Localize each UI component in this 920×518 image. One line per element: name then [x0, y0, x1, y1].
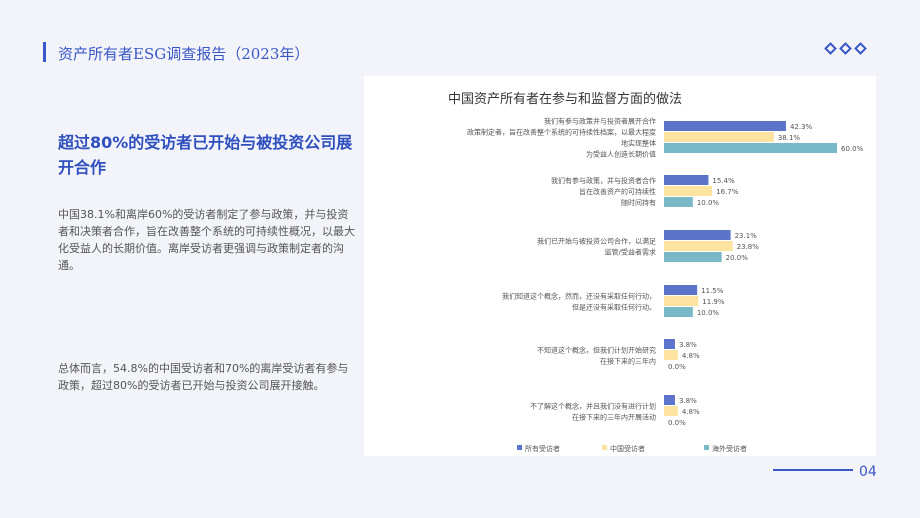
bar	[664, 186, 713, 196]
bar	[664, 252, 722, 262]
bar	[664, 132, 774, 142]
bar	[664, 241, 733, 251]
legend-swatch	[517, 445, 522, 450]
category-label: 我们有参与政策并与投资者展开合作	[544, 117, 656, 126]
legend-swatch	[704, 445, 709, 450]
bar	[664, 175, 709, 185]
category-label: 旨在改善资产的可持续性	[579, 187, 656, 196]
category-label: 为受益人创造长期价值	[586, 150, 656, 159]
footer-line	[773, 469, 853, 471]
category-label: 不知道这个概念，但我们计划开始研究	[537, 346, 656, 355]
legend-label: 海外受访者	[712, 444, 747, 453]
chart-title: 中国资产所有者在参与和监督方面的做法	[448, 91, 682, 107]
body-paragraph-1: 中国38.1%和离岸60%的受访者制定了参与政策，并与投资者和决策者合作，旨在改…	[58, 208, 355, 272]
bar	[664, 307, 693, 317]
category-label: 但是还没有采取任何行动。	[572, 303, 656, 312]
diamond-icon	[839, 42, 852, 55]
diamond-icon	[854, 42, 867, 55]
bar	[664, 406, 678, 416]
data-label: 23.1%	[735, 232, 758, 240]
bar	[664, 395, 675, 405]
data-label: 38.1%	[778, 134, 801, 142]
data-label: 42.3%	[790, 123, 813, 131]
category-label: 我们有参与政策，并与投资者合作	[551, 176, 656, 185]
report-title: 资产所有者ESG调查报告（2023年）	[58, 45, 310, 63]
legend-label: 所有受访者	[525, 444, 560, 453]
legend-label: 中国受访者	[610, 444, 645, 453]
bar	[664, 285, 698, 295]
bar	[664, 230, 731, 240]
bar	[664, 197, 693, 207]
bar-chart: 中国资产所有者在参与和监督方面的做法我们有参与政策并与投资者展开合作政策制定者，…	[448, 91, 864, 453]
data-label: 10.0%	[697, 199, 720, 207]
page-number: 04	[859, 464, 877, 480]
category-label: 在接下来的三年内开展活动	[572, 413, 656, 422]
bar	[664, 121, 786, 131]
body-paragraph-2: 总体而言，54.8%的中国受访者和70%的离岸受访者有参与政策，超过80%的受访…	[58, 362, 349, 392]
data-label: 15.4%	[712, 177, 735, 185]
data-label: 3.8%	[679, 397, 697, 405]
data-label: 0.0%	[668, 363, 686, 371]
category-label: 地实现整体	[621, 139, 656, 148]
section-headline: 超过80%的受访者已开始与被投资公司展开合作	[58, 133, 353, 177]
bar	[664, 143, 837, 153]
bar	[664, 339, 675, 349]
category-label: 我们知道这个概念，然而，还没有采取任何行动，	[502, 292, 656, 301]
category-label: 随时间持有	[621, 198, 656, 207]
header-accent-bar	[43, 42, 46, 62]
category-label: 政策制定者，旨在改善整个系统的可持续性档案，以最大程度	[467, 128, 656, 137]
data-label: 23.8%	[737, 243, 760, 251]
category-label: 监管/受益者需求	[605, 248, 656, 257]
data-label: 4.8%	[682, 352, 700, 360]
data-label: 10.0%	[697, 309, 720, 317]
data-label: 11.9%	[702, 298, 725, 306]
category-label: 我们已开始与被投资公司合作，以满足	[537, 237, 656, 246]
data-label: 60.0%	[841, 145, 864, 153]
data-label: 3.8%	[679, 341, 697, 349]
legend-swatch	[602, 445, 607, 450]
diamond-decoration	[824, 42, 867, 55]
category-label: 不了解这个概念，并且我们没有进行计划	[530, 402, 656, 411]
data-label: 16.7%	[716, 188, 739, 196]
data-label: 4.8%	[682, 408, 700, 416]
bar	[664, 350, 678, 360]
category-label: 在接下来的三年内	[600, 357, 656, 366]
data-label: 20.0%	[726, 254, 749, 262]
data-label: 11.5%	[701, 287, 724, 295]
data-label: 0.0%	[668, 419, 686, 427]
diamond-icon	[824, 42, 837, 55]
chart-card: 中国资产所有者在参与和监督方面的做法我们有参与政策并与投资者展开合作政策制定者，…	[364, 76, 876, 456]
bar	[664, 296, 699, 306]
